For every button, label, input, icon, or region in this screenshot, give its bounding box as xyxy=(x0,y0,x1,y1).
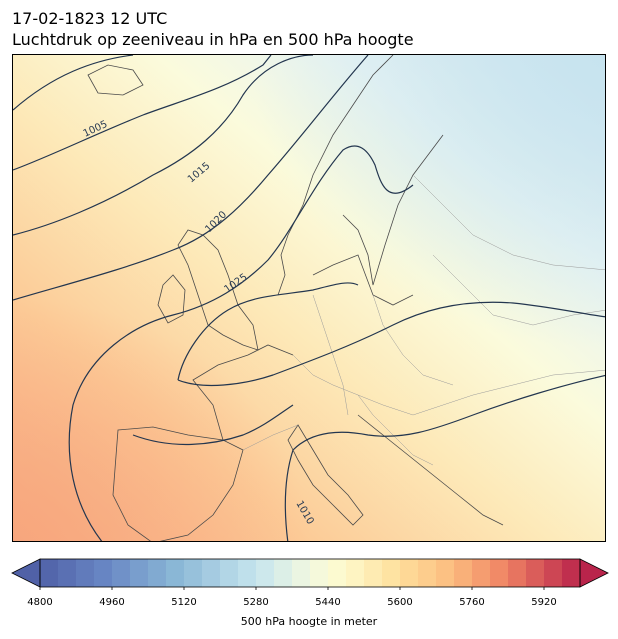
colorbar-segment xyxy=(112,559,131,587)
colorbar-segment xyxy=(58,559,77,587)
colorbar-segment xyxy=(76,559,95,587)
colorbar-segment xyxy=(490,559,509,587)
colorbar-segment xyxy=(292,559,311,587)
colorbar-segment xyxy=(328,559,347,587)
colorbar xyxy=(10,557,610,597)
colorbar-segment xyxy=(130,559,149,587)
isobar-1010-inner xyxy=(132,404,294,446)
colorbar-segment xyxy=(148,559,167,587)
isobar-1025-inner xyxy=(177,282,359,381)
colorbar-segment xyxy=(508,559,527,587)
colorbar-tick-label: 5600 xyxy=(387,597,413,608)
colorbar-extend-low xyxy=(11,558,41,588)
colorbar-segment xyxy=(418,559,437,587)
isobar-1020 xyxy=(13,55,369,301)
map-title-date: 17-02-1823 12 UTC xyxy=(12,9,168,28)
colorbar-segment xyxy=(40,559,59,587)
colorbar-extend-high xyxy=(579,558,609,588)
coast-scandinavia xyxy=(277,55,444,296)
colorbar-tick-label: 5120 xyxy=(171,597,197,608)
isobar-1010 xyxy=(284,374,605,541)
isobar-1005 xyxy=(13,55,134,111)
isobar-1020-east xyxy=(177,301,605,387)
coastlines xyxy=(87,55,504,541)
coast-italy xyxy=(287,424,364,526)
colorbar-tick-label: 5920 xyxy=(531,597,557,608)
colorbar-segment xyxy=(310,559,329,587)
coast-ireland xyxy=(157,274,186,324)
high-heights-southwest xyxy=(13,55,605,541)
colorbar-segment xyxy=(436,559,455,587)
colorbar-segment xyxy=(184,559,203,587)
colorbar-segment xyxy=(202,559,221,587)
colorbar-segment xyxy=(220,559,239,587)
colorbar-segment xyxy=(382,559,401,587)
colorbar-segment xyxy=(454,559,473,587)
coast-iberia xyxy=(112,426,244,541)
map-title-description: Luchtdruk op zeeniveau in hPa en 500 hPa… xyxy=(12,30,414,49)
colorbar-tick-label: 5280 xyxy=(243,597,269,608)
colorbar-tick-label: 5760 xyxy=(459,597,485,608)
colorbar-segment xyxy=(346,559,365,587)
colorbar-segment xyxy=(238,559,257,587)
coast-france xyxy=(192,344,294,441)
weather-map: 1005 1015 1020 1025 1010 xyxy=(12,54,606,542)
colorbar-segment xyxy=(364,559,383,587)
colorbar-frame xyxy=(39,558,581,588)
colorbar-tick-label: 4960 xyxy=(99,597,125,608)
colorbar-segment xyxy=(526,559,545,587)
colorbar-segment xyxy=(472,559,491,587)
colorbar-label: 500 hPa hoogte in meter xyxy=(240,615,378,628)
country-borders xyxy=(242,174,605,466)
colorbar-segment xyxy=(562,559,581,587)
colorbar-tick-label: 5440 xyxy=(315,597,341,608)
coast-baltic xyxy=(312,254,414,306)
isobars xyxy=(13,55,605,541)
isobar-1015 xyxy=(13,55,314,236)
colorbar-segment xyxy=(274,559,293,587)
colorbar-segment xyxy=(544,559,563,587)
coast-balkans xyxy=(357,414,504,526)
colorbar-segment xyxy=(94,559,113,587)
colorbar-tick-label: 4800 xyxy=(27,597,53,608)
isobar-1025 xyxy=(68,145,414,541)
coast-britain xyxy=(177,229,259,351)
colorbar-segment xyxy=(400,559,419,587)
colorbar-segment xyxy=(166,559,185,587)
coast-iceland xyxy=(87,64,144,96)
isobar-1005-south xyxy=(13,55,272,171)
colorbar-segment xyxy=(256,559,275,587)
